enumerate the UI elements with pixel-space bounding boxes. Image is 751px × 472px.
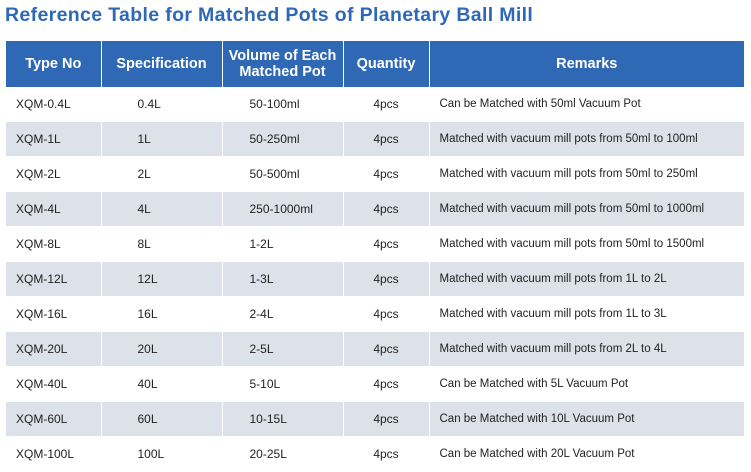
cell-remarks: Can be Matched with 50ml Vacuum Pot (429, 87, 744, 122)
cell-quantity: 4pcs (343, 226, 430, 262)
cell-quantity: 4pcs (343, 436, 430, 472)
table-row: XQM-8L 8L 1-2L 4pcs Matched with vacuum … (6, 226, 744, 262)
cell-volume: 1-2L (222, 226, 344, 262)
cell-remarks: Matched with vacuum mill pots from 1L to… (429, 296, 744, 332)
cell-volume: 10-15L (222, 401, 344, 437)
cell-type-no: XQM-1L (6, 121, 102, 157)
cell-type-no: XQM-12L (6, 261, 102, 297)
cell-type-no: XQM-0.4L (6, 87, 102, 122)
cell-type-no: XQM-20L (6, 331, 102, 367)
cell-type-no: XQM-16L (6, 296, 102, 332)
cell-quantity: 4pcs (343, 296, 430, 332)
cell-specification: 1L (101, 121, 223, 157)
header-specification: Specification (101, 41, 223, 87)
cell-remarks: Can be Matched with 20L Vacuum Pot (429, 436, 744, 472)
cell-quantity: 4pcs (343, 366, 430, 402)
table-row: XQM-100L 100L 20-25L 4pcs Can be Matched… (6, 436, 744, 472)
cell-remarks: Matched with vacuum mill pots from 50ml … (429, 156, 744, 192)
cell-specification: 0.4L (101, 87, 223, 122)
cell-specification: 100L (101, 436, 223, 472)
cell-remarks: Matched with vacuum mill pots from 1L to… (429, 261, 744, 297)
cell-remarks: Matched with vacuum mill pots from 50ml … (429, 121, 744, 157)
cell-quantity: 4pcs (343, 401, 430, 437)
reference-table: Type No Specification Volume of Each Mat… (6, 41, 744, 472)
cell-volume: 5-10L (222, 366, 344, 402)
cell-quantity: 4pcs (343, 331, 430, 367)
cell-type-no: XQM-4L (6, 191, 102, 227)
cell-quantity: 4pcs (343, 156, 430, 192)
cell-specification: 20L (101, 331, 223, 367)
table-row: XQM-2L 2L 50-500ml 4pcs Matched with vac… (6, 156, 744, 192)
cell-volume: 2-5L (222, 331, 344, 367)
cell-volume: 50-250ml (222, 121, 344, 157)
cell-remarks: Can be Matched with 10L Vacuum Pot (429, 401, 744, 437)
table-row: XQM-60L 60L 10-15L 4pcs Can be Matched w… (6, 401, 744, 437)
cell-type-no: XQM-40L (6, 366, 102, 402)
cell-remarks: Matched with vacuum mill pots from 50ml … (429, 191, 744, 227)
table-row: XQM-16L 16L 2-4L 4pcs Matched with vacuu… (6, 296, 744, 332)
header-quantity: Quantity (343, 41, 430, 87)
cell-volume: 250-1000ml (222, 191, 344, 227)
table-row: XQM-40L 40L 5-10L 4pcs Can be Matched wi… (6, 366, 744, 402)
cell-quantity: 4pcs (343, 121, 430, 157)
cell-specification: 2L (101, 156, 223, 192)
cell-type-no: XQM-100L (6, 436, 102, 472)
cell-quantity: 4pcs (343, 261, 430, 297)
table-row: XQM-12L 12L 1-3L 4pcs Matched with vacuu… (6, 261, 744, 297)
cell-specification: 16L (101, 296, 223, 332)
cell-remarks: Matched with vacuum mill pots from 50ml … (429, 226, 744, 262)
cell-remarks: Matched with vacuum mill pots from 2L to… (429, 331, 744, 367)
cell-specification: 4L (101, 191, 223, 227)
cell-specification: 40L (101, 366, 223, 402)
cell-volume: 20-25L (222, 436, 344, 472)
cell-volume: 1-3L (222, 261, 344, 297)
header-remarks: Remarks (429, 41, 744, 87)
table-header-row: Type No Specification Volume of Each Mat… (6, 41, 744, 87)
cell-quantity: 4pcs (343, 191, 430, 227)
cell-remarks: Can be Matched with 5L Vacuum Pot (429, 366, 744, 402)
cell-type-no: XQM-60L (6, 401, 102, 437)
cell-volume: 2-4L (222, 296, 344, 332)
header-volume: Volume of Each Matched Pot (222, 41, 344, 87)
header-type-no: Type No (6, 41, 102, 87)
table-row: XQM-20L 20L 2-5L 4pcs Matched with vacuu… (6, 331, 744, 367)
page-title: Reference Table for Matched Pots of Plan… (5, 4, 534, 26)
cell-volume: 50-500ml (222, 156, 344, 192)
cell-quantity: 4pcs (343, 87, 430, 122)
cell-specification: 60L (101, 401, 223, 437)
table-row: XQM-1L 1L 50-250ml 4pcs Matched with vac… (6, 121, 744, 157)
cell-type-no: XQM-2L (6, 156, 102, 192)
table-row: XQM-0.4L 0.4L 50-100ml 4pcs Can be Match… (6, 87, 744, 122)
cell-specification: 12L (101, 261, 223, 297)
cell-specification: 8L (101, 226, 223, 262)
cell-type-no: XQM-8L (6, 226, 102, 262)
cell-volume: 50-100ml (222, 87, 344, 122)
table-row: XQM-4L 4L 250-1000ml 4pcs Matched with v… (6, 191, 744, 227)
